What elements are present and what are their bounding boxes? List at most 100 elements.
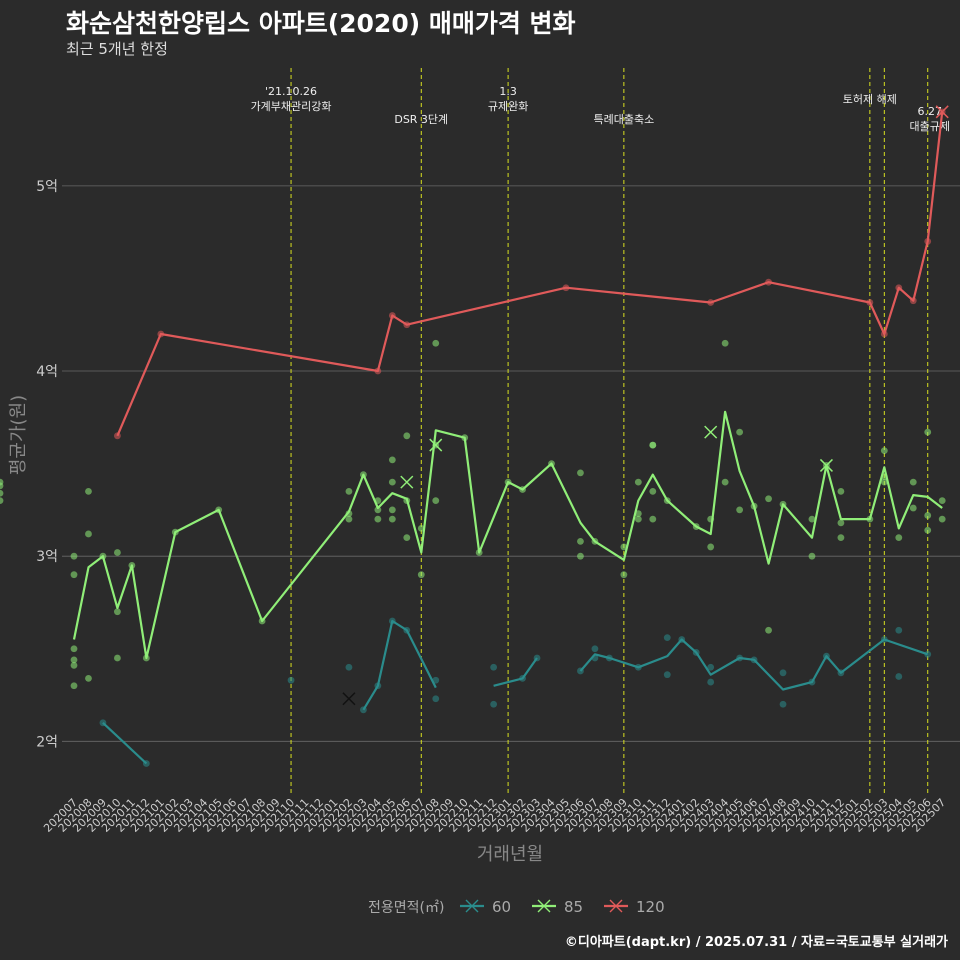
data-point-60 bbox=[895, 673, 903, 680]
data-point-85 bbox=[70, 571, 78, 579]
data-point-85 bbox=[114, 549, 121, 556]
data-point-85 bbox=[649, 487, 657, 495]
data-point-85 bbox=[388, 478, 396, 486]
series-line-120 bbox=[116, 111, 944, 437]
series-line-60 bbox=[493, 657, 538, 687]
data-point-60 bbox=[895, 626, 903, 634]
x-axis-title: 거래년월 bbox=[477, 844, 543, 865]
data-point-85 bbox=[70, 552, 78, 560]
cross-marker-60 bbox=[342, 692, 356, 706]
credit-line: ©디아파트(dapt.kr) / 2025.07.31 / 자료=국토교통부 실… bbox=[564, 935, 948, 950]
data-point-85 bbox=[345, 515, 353, 523]
data-point-85 bbox=[85, 674, 92, 682]
data-point-60 bbox=[591, 645, 599, 653]
data-point-85 bbox=[0, 489, 4, 497]
data-point-85 bbox=[721, 339, 729, 347]
series-line-60 bbox=[102, 721, 148, 765]
data-point-85 bbox=[374, 515, 382, 523]
data-point-85 bbox=[417, 571, 425, 579]
data-point-85 bbox=[70, 645, 78, 653]
data-point-60 bbox=[432, 695, 440, 703]
legend-title: 전용면적(㎡) bbox=[368, 900, 444, 916]
series-line-60 bbox=[579, 638, 929, 691]
cross-marker-120 bbox=[935, 105, 949, 119]
data-point-85 bbox=[403, 432, 411, 440]
data-point-85 bbox=[924, 512, 932, 519]
data-point-85 bbox=[924, 428, 932, 436]
data-point-85 bbox=[808, 515, 816, 523]
data-point-85 bbox=[0, 482, 4, 490]
data-point-85 bbox=[388, 456, 396, 464]
data-point-85 bbox=[909, 478, 917, 486]
event-label: DSR 3단계 bbox=[394, 113, 448, 126]
event-label: 가계부채관리강화 bbox=[251, 100, 332, 113]
data-point-60 bbox=[707, 678, 715, 686]
data-point-85 bbox=[620, 571, 628, 579]
data-point-60 bbox=[779, 700, 787, 708]
legend-cross-120 bbox=[609, 899, 623, 913]
data-point-85 bbox=[432, 497, 440, 505]
data-point-60 bbox=[779, 669, 787, 677]
data-point-85 bbox=[85, 487, 92, 495]
data-point-85 bbox=[736, 506, 744, 514]
data-point-85 bbox=[649, 441, 657, 449]
data-point-85 bbox=[403, 534, 411, 542]
data-point-85 bbox=[374, 506, 382, 514]
legend-cross-85 bbox=[537, 899, 551, 913]
chart-title: 화순삼천한양립스 아파트(2020) 매매가격 변화 bbox=[66, 9, 576, 38]
data-point-85 bbox=[707, 543, 715, 551]
event-label: 1.3 bbox=[499, 85, 517, 98]
data-point-60 bbox=[663, 671, 671, 679]
event-label: 대출규제 bbox=[909, 120, 949, 133]
data-point-85 bbox=[938, 497, 946, 505]
data-point-85 bbox=[895, 534, 903, 542]
data-point-85 bbox=[765, 495, 772, 503]
legend-label-60: 60 bbox=[492, 898, 511, 916]
data-point-85 bbox=[880, 447, 888, 455]
cross-marker-85 bbox=[819, 458, 833, 472]
y-tick-label: 3억 bbox=[36, 549, 58, 565]
event-label: 규제완화 bbox=[488, 100, 528, 113]
series-line-60 bbox=[362, 619, 437, 711]
y-tick-label: 4억 bbox=[36, 364, 58, 380]
data-point-85 bbox=[938, 515, 946, 523]
data-point-85 bbox=[909, 504, 917, 512]
data-point-85 bbox=[70, 662, 78, 669]
cross-marker-85 bbox=[704, 425, 718, 439]
data-point-85 bbox=[736, 428, 744, 436]
chart-subtitle: 최근 5개년 한정 bbox=[66, 40, 168, 58]
data-point-85 bbox=[577, 552, 584, 560]
data-point-85 bbox=[577, 537, 584, 545]
data-point-85 bbox=[634, 478, 642, 486]
y-tick-label: 5억 bbox=[36, 179, 58, 195]
data-point-85 bbox=[388, 515, 396, 523]
data-point-85 bbox=[388, 506, 396, 514]
legend-label-85: 85 bbox=[564, 898, 583, 916]
event-label: 토허제 해제 bbox=[843, 92, 897, 106]
cross-marker-85 bbox=[400, 475, 414, 489]
y-tick-label: 2억 bbox=[36, 734, 58, 750]
event-label: '21.10.26 bbox=[265, 85, 317, 98]
data-point-85 bbox=[577, 469, 584, 477]
data-point-85 bbox=[880, 478, 888, 486]
data-point-85 bbox=[70, 682, 78, 690]
data-point-85 bbox=[808, 552, 816, 560]
event-label: 6.27 bbox=[917, 105, 942, 118]
data-point-60 bbox=[490, 663, 498, 671]
data-point-85 bbox=[85, 530, 92, 538]
data-point-85 bbox=[924, 526, 932, 534]
data-point-85 bbox=[432, 339, 440, 347]
data-point-60 bbox=[707, 663, 715, 671]
data-point-85 bbox=[649, 515, 657, 523]
legend-label-120: 120 bbox=[636, 898, 665, 916]
data-point-60 bbox=[490, 700, 498, 708]
data-point-85 bbox=[721, 478, 729, 486]
data-point-60 bbox=[287, 676, 295, 684]
data-point-85 bbox=[837, 519, 845, 527]
data-point-60 bbox=[345, 663, 353, 671]
data-point-60 bbox=[663, 634, 671, 642]
data-point-85 bbox=[837, 534, 845, 542]
data-point-85 bbox=[345, 487, 353, 495]
data-point-85 bbox=[114, 608, 121, 616]
